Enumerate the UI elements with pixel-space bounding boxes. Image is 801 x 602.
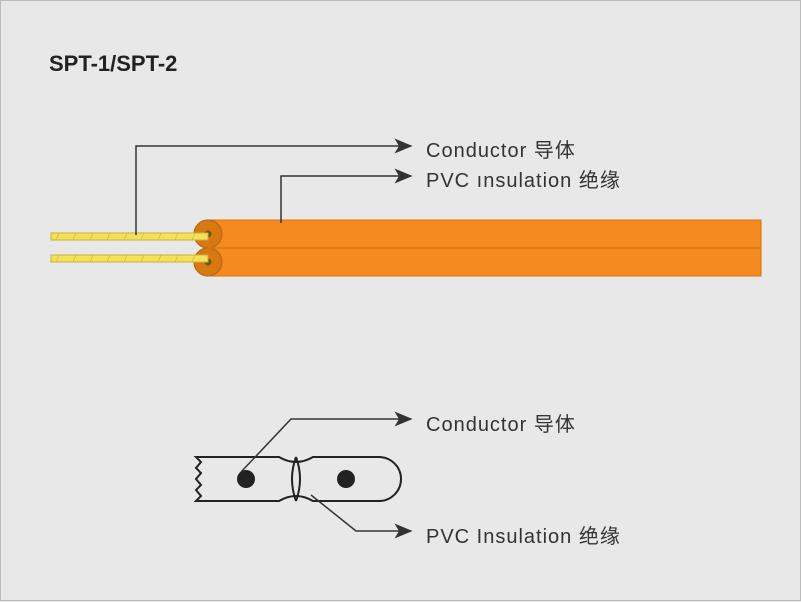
cable-side-conductors bbox=[51, 233, 208, 262]
cable-cross-section bbox=[196, 457, 401, 501]
cable-side-insulation bbox=[194, 220, 761, 276]
diagram-svg bbox=[1, 1, 801, 602]
